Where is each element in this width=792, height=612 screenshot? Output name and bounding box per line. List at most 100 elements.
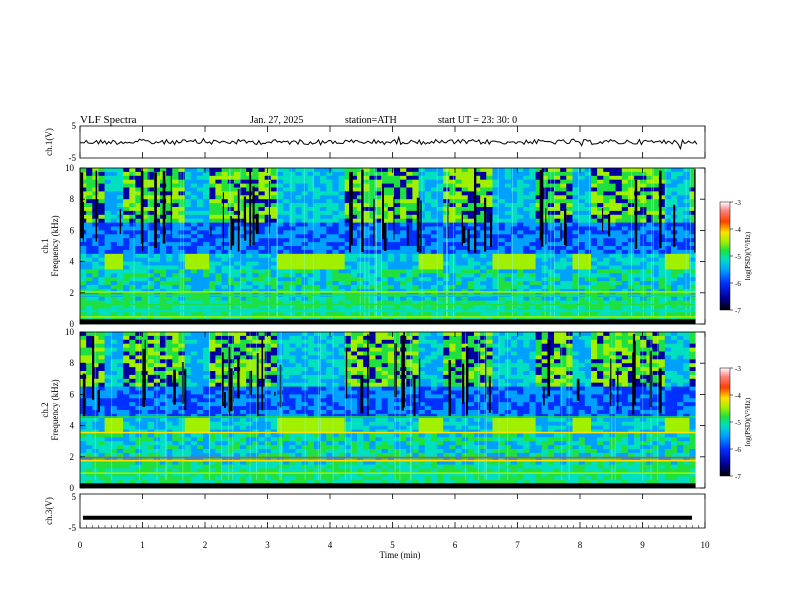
- spectrogram-cell: [658, 179, 666, 184]
- spectrogram-cell: [86, 410, 93, 415]
- spectrogram-cell: [301, 273, 309, 278]
- spectrogram-cell: [646, 210, 653, 216]
- spectrogram-cell: [129, 273, 136, 278]
- spectrogram-cell: [664, 269, 672, 274]
- spectrogram-cell: [671, 171, 678, 177]
- spectrogram-cell: [135, 460, 142, 465]
- spectrogram-cell: [591, 199, 598, 204]
- spectrogram-cell: [313, 222, 321, 227]
- spectrogram-cell: [98, 273, 106, 278]
- spectrogram-cell: [190, 246, 198, 251]
- spectrogram-cell: [671, 312, 678, 317]
- spectrogram-cell: [184, 207, 192, 212]
- spectrogram-cell: [172, 203, 179, 208]
- spectrogram-cell: [166, 277, 173, 282]
- spectrogram-cell: [523, 214, 530, 220]
- spectrogram-cell: [258, 288, 266, 294]
- spectrogram-cell: [197, 355, 204, 360]
- spectrogram-cell: [486, 171, 493, 177]
- spectrogram-cell: [658, 281, 666, 286]
- spectrogram-cell: [326, 226, 333, 231]
- spectrogram-cell: [123, 374, 130, 380]
- spectrogram-cell: [160, 406, 167, 411]
- spectrogram-cell: [135, 214, 142, 220]
- spectrogram-cell: [504, 273, 512, 278]
- spectrogram-cell: [363, 253, 370, 259]
- spectrogram-cell: [566, 222, 573, 227]
- spectrogram-cell: [572, 203, 580, 208]
- spectrogram-cell: [104, 339, 112, 345]
- spectrogram-cell: [566, 234, 573, 239]
- spectrogram-cell: [332, 281, 339, 286]
- spectrogram-cell: [123, 445, 130, 450]
- spectrogram-cell: [467, 288, 475, 294]
- spectrogram-cell: [523, 210, 530, 216]
- spectrogram-cell: [252, 257, 259, 262]
- spectrogram-cell: [307, 210, 315, 216]
- spectrogram-cell: [615, 175, 623, 181]
- spectrogram-cell: [474, 171, 481, 177]
- spectrogram-cell: [400, 281, 407, 286]
- spectrogram-cell: [80, 472, 87, 477]
- spectrogram-cell: [135, 472, 142, 477]
- spectrogram-cell: [178, 351, 186, 356]
- spectrogram-cell: [554, 214, 561, 220]
- spectrogram-cell: [147, 168, 155, 173]
- spectrogram-cell: [492, 171, 500, 177]
- spectrogram-cell: [510, 179, 518, 184]
- spectrogram-cell: [437, 304, 444, 309]
- spectrogram-cell: [295, 304, 303, 309]
- spectrogram-cell: [381, 249, 389, 255]
- spectrogram-cell: [197, 300, 204, 305]
- spectrogram-cell: [467, 269, 475, 274]
- spectrogram-cell: [677, 234, 684, 239]
- spectrogram-cell: [172, 230, 179, 235]
- spectrogram-cell: [184, 296, 192, 301]
- spectrogram-cell: [683, 171, 690, 177]
- spectrogram-cell: [289, 273, 296, 278]
- spectrogram-cell: [486, 234, 493, 239]
- spectrogram-cell: [591, 179, 598, 184]
- spectrogram-cell: [172, 288, 179, 294]
- spectrogram-cell: [480, 218, 487, 223]
- spectrogram-cell: [652, 179, 660, 184]
- spectrogram-cell: [480, 265, 487, 270]
- spectrogram-cell: [498, 249, 506, 255]
- spectrogram-cell: [135, 218, 142, 223]
- spectrogram-cell: [221, 183, 229, 188]
- spectrogram-cell: [110, 199, 118, 204]
- spectrogram-cell: [529, 261, 536, 266]
- spectrogram-streak: [690, 168, 691, 317]
- spectrogram-cell: [455, 277, 463, 282]
- spectrogram-cell: [683, 214, 690, 220]
- spectrogram-cell: [172, 296, 179, 301]
- spectrogram-cell: [295, 179, 303, 184]
- spectrogram-cell: [326, 296, 333, 301]
- spectrogram-cell: [375, 234, 383, 239]
- spectrogram-cell: [135, 363, 142, 368]
- spectrogram-cell: [123, 335, 130, 341]
- spectrogram-cell: [283, 316, 290, 321]
- spectrogram-cell: [184, 335, 192, 341]
- spectrogram-cell: [92, 304, 99, 309]
- spectrogram-cell: [671, 281, 678, 286]
- spectrogram-cell: [178, 207, 186, 212]
- spectrogram-cell: [258, 238, 266, 243]
- spectrogram-cell: [129, 363, 136, 368]
- spectrogram-cell: [178, 468, 186, 473]
- spectrogram-cell: [609, 277, 616, 282]
- spectrogram-cell: [535, 214, 543, 220]
- spectrogram-cell: [98, 371, 106, 376]
- spectrogram-cell: [449, 249, 456, 255]
- spectrogram-cell: [671, 253, 678, 259]
- spectrogram-cell: [406, 168, 413, 173]
- spectrogram-cell: [301, 168, 309, 173]
- spectrogram-cell: [646, 316, 653, 321]
- spectrogram-cell: [215, 230, 222, 235]
- spectrogram-sferic: [659, 170, 662, 249]
- spectrogram-cell: [209, 386, 216, 391]
- spectrogram-cell: [621, 203, 629, 208]
- spectrogram-cell: [283, 249, 290, 255]
- spectrogram-cell: [677, 265, 684, 270]
- spectrogram-cell: [203, 312, 210, 317]
